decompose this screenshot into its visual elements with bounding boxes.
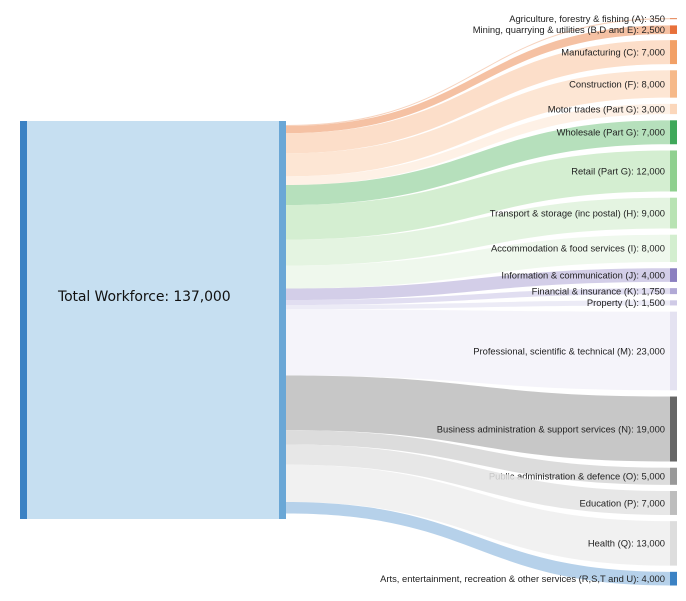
flow-band-4 <box>286 103 670 185</box>
flow-band-10 <box>286 288 670 306</box>
flow-band-2 <box>286 40 670 154</box>
sector-node-10 <box>670 288 677 295</box>
flow-band-1 <box>286 25 670 134</box>
sector-label-14: Public administration & defence (O): 5,0… <box>489 471 665 482</box>
sector-label-12: Professional, scientific & technical (M)… <box>473 345 665 356</box>
sector-label-10: Financial & insurance (K): 1,750 <box>532 285 665 296</box>
sector-label-9: Information & communication (J): 4,000 <box>501 269 665 280</box>
total-node-outflow-edge <box>279 121 286 519</box>
sector-node-15 <box>670 491 677 515</box>
flow-band-13 <box>286 375 670 462</box>
sector-label-5: Wholesale (Part G): 7,000 <box>557 127 665 138</box>
sector-node-14 <box>670 467 677 485</box>
sector-node-7 <box>670 197 677 229</box>
flow-band-16 <box>286 464 670 566</box>
flow-band-17 <box>286 502 670 586</box>
flow-band-5 <box>286 120 670 206</box>
sector-node-11 <box>670 300 677 306</box>
sector-node-4 <box>670 103 677 115</box>
sector-node-3 <box>670 70 677 98</box>
total-node-accent <box>20 121 27 519</box>
flow-band-15 <box>286 444 670 515</box>
sector-node-0 <box>670 18 677 20</box>
sector-node-13 <box>670 396 677 462</box>
sector-node-12 <box>670 311 677 391</box>
sector-label-0: Agriculture, forestry & fishing (A): 350 <box>509 13 665 24</box>
total-workforce-node: Total Workforce: 137,000 <box>20 121 286 519</box>
sector-label-15: Education (P): 7,000 <box>580 497 665 508</box>
sector-label-6: Retail (Part G): 12,000 <box>571 165 665 176</box>
sector-node-17 <box>670 571 677 586</box>
total-node-fill <box>27 121 279 519</box>
flow-band-14 <box>286 430 670 485</box>
flow-band-7 <box>286 197 670 266</box>
sector-label-3: Construction (F): 8,000 <box>569 78 665 89</box>
sector-label-8: Accommodation & food services (I): 8,000 <box>491 243 665 254</box>
sector-node-2 <box>670 40 677 65</box>
flow-band-11 <box>286 300 670 310</box>
flow-band-12 <box>286 309 670 391</box>
sector-node-1 <box>670 25 677 34</box>
sector-label-13: Business administration & support servic… <box>437 423 665 434</box>
flow-band-6 <box>286 150 670 240</box>
total-workforce-label: Total Workforce: 137,000 <box>58 289 231 305</box>
flow-band-8 <box>286 234 670 289</box>
sector-label-4: Motor trades (Part G): 3,000 <box>548 103 665 114</box>
flow-band-0 <box>286 18 670 127</box>
flow-band-9 <box>286 268 670 300</box>
sector-label-2: Manufacturing (C): 7,000 <box>561 46 665 57</box>
flow-band-3 <box>286 70 670 177</box>
sector-node-16 <box>670 521 677 566</box>
sector-label-17: Arts, entertainment, recreation & other … <box>380 573 665 584</box>
sector-node-6 <box>670 150 677 192</box>
sector-label-16: Health (Q): 13,000 <box>588 538 665 549</box>
sector-label-1: Mining, quarrying & utilities (B,D and E… <box>473 24 665 35</box>
sector-label-7: Transport & storage (inc postal) (H): 9,… <box>490 207 665 218</box>
sector-node-5 <box>670 120 677 145</box>
sector-label-11: Property (L): 1,500 <box>587 297 665 308</box>
sector-node-9 <box>670 268 677 282</box>
sector-node-8 <box>670 234 677 263</box>
